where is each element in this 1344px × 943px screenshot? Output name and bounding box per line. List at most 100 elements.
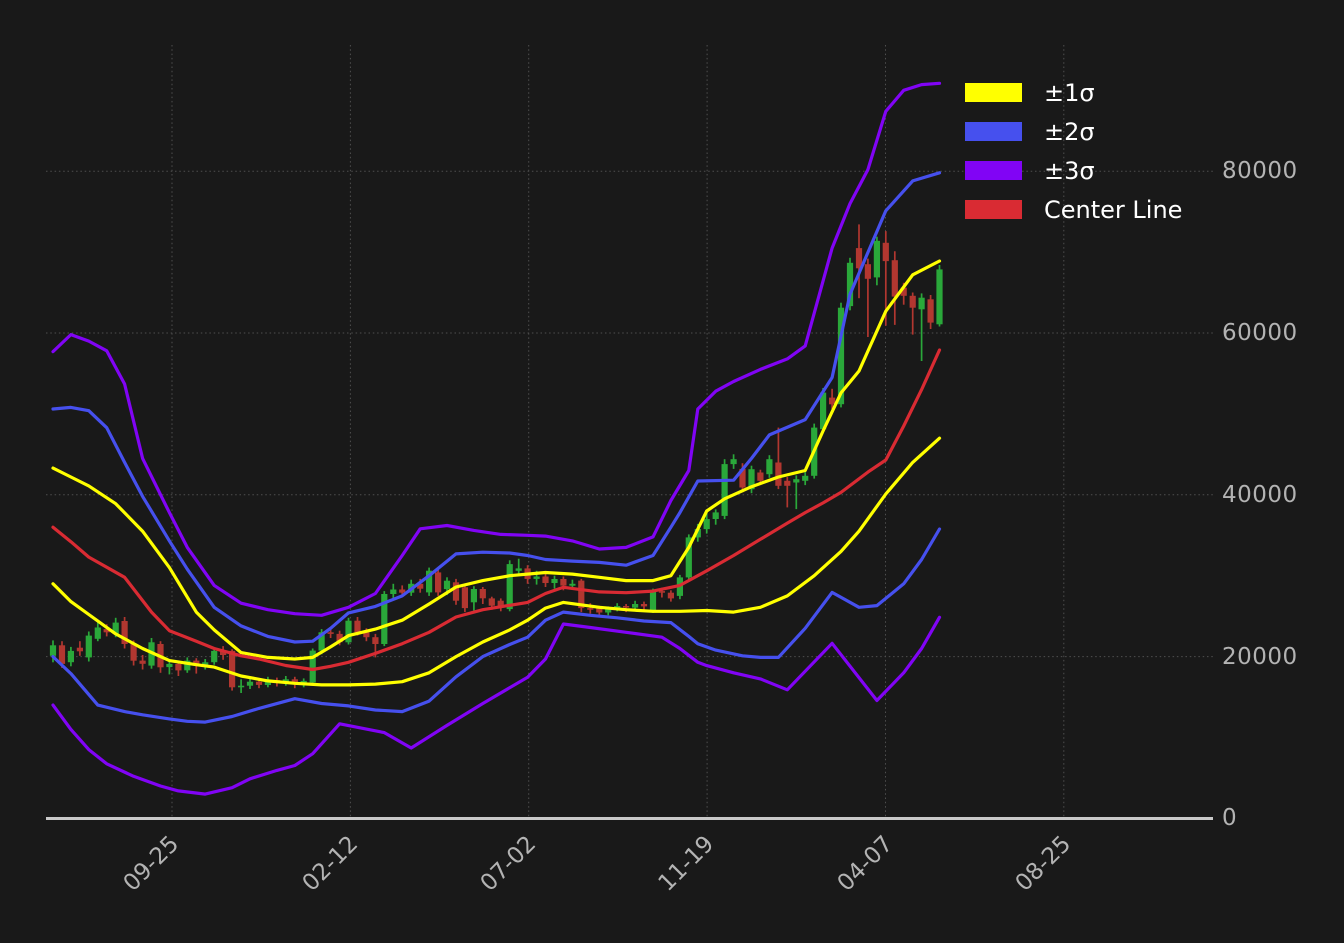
candle-body bbox=[712, 512, 719, 519]
candle-body bbox=[417, 583, 424, 589]
candle-body bbox=[220, 650, 227, 655]
candle-body bbox=[766, 459, 773, 475]
candle-body bbox=[658, 591, 665, 593]
legend-swatch bbox=[965, 161, 1022, 180]
candle-body bbox=[426, 570, 433, 593]
candle-body bbox=[632, 604, 639, 608]
candle-body bbox=[569, 583, 576, 586]
candle-body bbox=[327, 632, 334, 634]
candle-body bbox=[112, 622, 119, 634]
candle-body bbox=[461, 587, 468, 609]
candle-body bbox=[748, 469, 755, 490]
candle-body bbox=[775, 462, 782, 486]
legend-item: ±3σ bbox=[965, 151, 1182, 190]
candle-body bbox=[757, 472, 764, 481]
band-sigma1_lower bbox=[51, 436, 942, 687]
candle-body bbox=[488, 598, 495, 606]
candle-body bbox=[166, 663, 173, 668]
candle-body bbox=[623, 606, 630, 608]
candle-body bbox=[435, 572, 442, 593]
candle-body bbox=[309, 650, 316, 683]
legend-label: Center Line bbox=[1044, 195, 1183, 224]
candle-body bbox=[846, 262, 854, 307]
y-tick-label: 60000 bbox=[1222, 320, 1298, 346]
candle-body bbox=[94, 627, 101, 639]
candle-body bbox=[721, 464, 728, 516]
candle-body bbox=[399, 589, 406, 593]
candle-body bbox=[873, 240, 880, 278]
candle-body bbox=[85, 635, 92, 658]
candle-body bbox=[855, 248, 863, 269]
legend-label: ±3σ bbox=[1044, 156, 1095, 185]
candle-body bbox=[363, 632, 370, 638]
candle-body bbox=[927, 299, 934, 323]
candle-body bbox=[542, 576, 549, 583]
candle-body bbox=[264, 680, 271, 685]
candle-body bbox=[730, 459, 737, 465]
candle-body bbox=[936, 269, 943, 325]
legend-item: ±1σ bbox=[965, 73, 1182, 112]
candle-body bbox=[640, 604, 648, 607]
candle-body bbox=[506, 564, 513, 610]
candle-body bbox=[390, 589, 397, 594]
candle-body bbox=[139, 660, 146, 664]
y-tick-label: 40000 bbox=[1222, 481, 1298, 508]
candle-body bbox=[578, 580, 585, 609]
candle-body bbox=[551, 579, 558, 583]
band-sigma2_upper bbox=[51, 171, 942, 644]
candle-body bbox=[784, 480, 791, 486]
candle-body bbox=[793, 479, 800, 483]
candle-body bbox=[246, 681, 254, 686]
candle-body bbox=[238, 685, 245, 688]
candle-body bbox=[900, 287, 907, 296]
candle-body bbox=[336, 633, 343, 643]
legend-swatch bbox=[965, 122, 1022, 141]
candle-body bbox=[76, 647, 83, 652]
legend-label: ±1σ bbox=[1044, 78, 1095, 107]
legend-swatch bbox=[965, 200, 1022, 219]
candle-body bbox=[891, 260, 898, 297]
legend-item: Center Line bbox=[965, 190, 1182, 229]
candle-body bbox=[918, 297, 925, 310]
candle-body bbox=[49, 645, 57, 656]
legend-item: ±2σ bbox=[965, 112, 1182, 151]
candle-body bbox=[381, 594, 388, 644]
candle-body bbox=[829, 397, 836, 405]
candle-body bbox=[121, 621, 128, 644]
candle-body bbox=[372, 637, 379, 644]
candle-body bbox=[515, 568, 522, 571]
candle-body bbox=[596, 608, 603, 613]
legend-swatch bbox=[965, 83, 1022, 102]
candle-body bbox=[882, 242, 889, 262]
candle-body bbox=[452, 582, 460, 601]
candle-body bbox=[255, 681, 263, 685]
band-sigma2_lower bbox=[51, 527, 942, 724]
candle-body bbox=[820, 392, 827, 430]
candle-body bbox=[58, 645, 66, 664]
candle-body bbox=[694, 529, 701, 538]
band-sigma3_upper bbox=[51, 81, 942, 617]
candle-body bbox=[667, 592, 674, 599]
candle-body bbox=[345, 620, 352, 643]
candle-body bbox=[130, 644, 137, 661]
candle-body bbox=[703, 519, 710, 530]
candle-body bbox=[685, 537, 692, 578]
candle-body bbox=[175, 663, 182, 671]
candle-body bbox=[211, 650, 218, 663]
candle-body bbox=[587, 608, 594, 610]
candle-body bbox=[103, 629, 110, 633]
band-sigma3_lower bbox=[51, 615, 942, 796]
candle-body bbox=[479, 589, 486, 599]
legend-label: ±2σ bbox=[1044, 117, 1095, 146]
candle-body bbox=[864, 264, 871, 279]
candle-body bbox=[605, 609, 612, 613]
candle-body bbox=[470, 589, 477, 603]
candle-body bbox=[802, 475, 809, 481]
candle-body bbox=[193, 660, 200, 666]
candle-body bbox=[354, 620, 361, 633]
legend: ±1σ ±2σ ±3σ Center Line bbox=[965, 73, 1182, 229]
candle-body bbox=[533, 576, 540, 579]
candle-body bbox=[837, 307, 845, 405]
